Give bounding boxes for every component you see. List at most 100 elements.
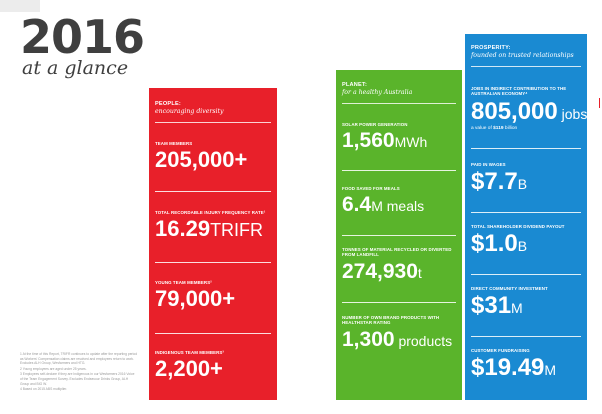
stat-team-members: TEAM MEMBERS 205,000+ — [155, 141, 273, 171]
stat-value: 1,560MWh — [342, 130, 458, 151]
prosperity-title: PROSPERITY: — [471, 45, 511, 51]
stat-label: DIRECT COMMUNITY INVESTMENT — [471, 286, 548, 291]
stat-number: 1,560 — [342, 129, 395, 153]
stat-number: 6.4 — [342, 193, 372, 217]
note-suffix: billion — [503, 125, 518, 131]
note-value: $119 — [493, 125, 504, 131]
people-panel: PEOPLE: encouraging diversity TEAM MEMBE… — [149, 88, 277, 400]
prosperity-header-divider — [471, 66, 581, 67]
stat-unit: products — [394, 332, 453, 349]
stat-value: 16.29TRIFR — [155, 218, 273, 240]
stat-value: $19.49M — [471, 356, 583, 380]
corner-tab — [0, 0, 40, 12]
stat-young-team-members: YOUNG TEAM MEMBERS² 79,000+ — [155, 280, 273, 310]
stat-label: JOBS IN INDIRECT CONTRIBUTION TO THE AUS… — [471, 86, 567, 97]
stat-divider — [342, 170, 456, 171]
stat-indigenous-team-members: INDIGENOUS TEAM MEMBERS³ 2,200+ — [155, 350, 273, 380]
footnote-4: 4 Based on 2015 ABS multiplier. — [20, 387, 68, 392]
stat-label: SOLAR POWER GENERATION — [342, 122, 408, 127]
stat-material-recycled: TONNES OF MATERIAL RECYCLED OR DIVERTED … — [342, 247, 458, 282]
stat-divider — [342, 235, 456, 236]
stat-label: NUMBER OF OWN BRAND PRODUCTS WITH HEALTH… — [342, 315, 440, 326]
stat-unit: M — [544, 362, 557, 379]
page-edge-marker — [599, 98, 601, 108]
stat-number: 805,000 — [471, 97, 558, 125]
stat-number: 79,000+ — [155, 286, 236, 312]
stat-food-saved: FOOD SAVED FOR MEALS 6.4M meals — [342, 186, 458, 215]
stat-value: $1.0B — [471, 232, 583, 256]
stat-divider — [471, 274, 581, 275]
stat-label: INDIGENOUS TEAM MEMBERS³ — [155, 350, 224, 355]
stat-number: 205,000+ — [155, 147, 248, 173]
footnote-1: 1 At the time of this Report, TRIFR cont… — [20, 352, 138, 366]
people-header-divider — [155, 122, 271, 123]
stat-unit: M meals — [371, 198, 425, 215]
prosperity-header: PROSPERITY: founded on trusted relations… — [471, 45, 574, 60]
stat-note: a value of $119 billion — [471, 126, 583, 131]
stat-unit: jobs — [557, 105, 588, 122]
stat-value: 1,300 products — [342, 329, 458, 350]
stat-number: $1.0 — [471, 230, 518, 258]
stat-unit: t — [417, 264, 422, 281]
stat-unit: B — [517, 176, 528, 193]
stat-unit: TRIFR — [210, 220, 264, 241]
stat-label: TOTAL SHAREHOLDER DIVIDEND PAYOUT — [471, 224, 565, 229]
note-prefix: a value of — [471, 125, 494, 131]
stat-community-investment: DIRECT COMMUNITY INVESTMENT $31M — [471, 286, 583, 318]
stat-number: 1,300 — [342, 327, 395, 351]
stat-number: $7.7 — [471, 168, 518, 196]
stat-solar-power: SOLAR POWER GENERATION 1,560MWh — [342, 122, 458, 151]
stat-divider — [155, 333, 271, 334]
stat-divider — [471, 212, 581, 213]
stat-value: 805,000 jobs — [471, 97, 587, 125]
stat-divider — [342, 302, 456, 303]
stat-value: $31M — [471, 294, 583, 318]
footnotes: 1 At the time of this Report, TRIFR cont… — [20, 352, 138, 393]
stat-divider — [155, 262, 271, 263]
stat-value: $7.7B — [471, 170, 583, 194]
planet-header-divider — [342, 103, 456, 104]
planet-header: PLANET: for a healthy Australia — [342, 82, 412, 97]
planet-title: PLANET: — [342, 82, 368, 88]
stat-label: TEAM MEMBERS — [155, 141, 193, 146]
stat-label: TOTAL RECORDABLE INJURY FREQUENCY RATE¹ — [155, 210, 266, 215]
footnote-2: 2 Young employees are aged under 25 year… — [20, 366, 87, 371]
page-subtitle: at a glance — [22, 57, 129, 79]
page-title-year: 2016 — [20, 10, 145, 64]
prosperity-panel: PROSPERITY: founded on trusted relations… — [465, 34, 587, 400]
stat-value: 79,000+ — [155, 288, 273, 310]
stat-value: 2,200+ — [155, 358, 273, 380]
stat-customer-fundraising: CUSTOMER FUNDRAISING $19.49M — [471, 348, 583, 380]
footnote-3: 3 Employees self-declare if they are Ind… — [20, 372, 135, 386]
stat-indirect-jobs: JOBS IN INDIRECT CONTRIBUTION TO THE AUS… — [471, 86, 587, 131]
stat-label: YOUNG TEAM MEMBERS² — [155, 280, 212, 285]
stat-number: 2,200+ — [155, 356, 223, 382]
stat-divider — [471, 148, 581, 149]
stat-paid-in-wages: PAID IN WAGES $7.7B — [471, 162, 583, 194]
stat-divider — [471, 336, 581, 337]
stat-value: 205,000+ — [155, 149, 273, 171]
stat-label: TONNES OF MATERIAL RECYCLED OR DIVERTED … — [342, 247, 452, 258]
stat-value: 274,930t — [342, 261, 458, 282]
stat-value: 6.4M meals — [342, 194, 458, 215]
stat-label: FOOD SAVED FOR MEALS — [342, 186, 400, 191]
stat-trifr: TOTAL RECORDABLE INJURY FREQUENCY RATE¹ … — [155, 210, 273, 240]
stat-divider — [155, 191, 271, 192]
stat-dividend-payout: TOTAL SHAREHOLDER DIVIDEND PAYOUT $1.0B — [471, 224, 583, 256]
stat-label: PAID IN WAGES — [471, 162, 506, 167]
stat-unit: M — [511, 300, 523, 317]
stat-unit: B — [517, 238, 528, 255]
stat-unit: MWh — [394, 134, 428, 151]
stat-number: $31 — [471, 292, 512, 320]
stat-number: $19.49 — [471, 354, 545, 382]
stat-number: 16.29 — [155, 216, 211, 242]
stat-number: 274,930 — [342, 259, 418, 283]
people-title: PEOPLE: — [155, 101, 181, 107]
planet-panel: PLANET: for a healthy Australia SOLAR PO… — [336, 70, 462, 400]
people-subtitle: encouraging diversity — [155, 108, 224, 115]
stat-healthstar-products: NUMBER OF OWN BRAND PRODUCTS WITH HEALTH… — [342, 315, 458, 350]
prosperity-subtitle: founded on trusted relationships — [471, 52, 574, 59]
planet-subtitle: for a healthy Australia — [342, 89, 413, 96]
stat-label: CUSTOMER FUNDRAISING — [471, 348, 530, 353]
people-header: PEOPLE: encouraging diversity — [155, 101, 224, 116]
